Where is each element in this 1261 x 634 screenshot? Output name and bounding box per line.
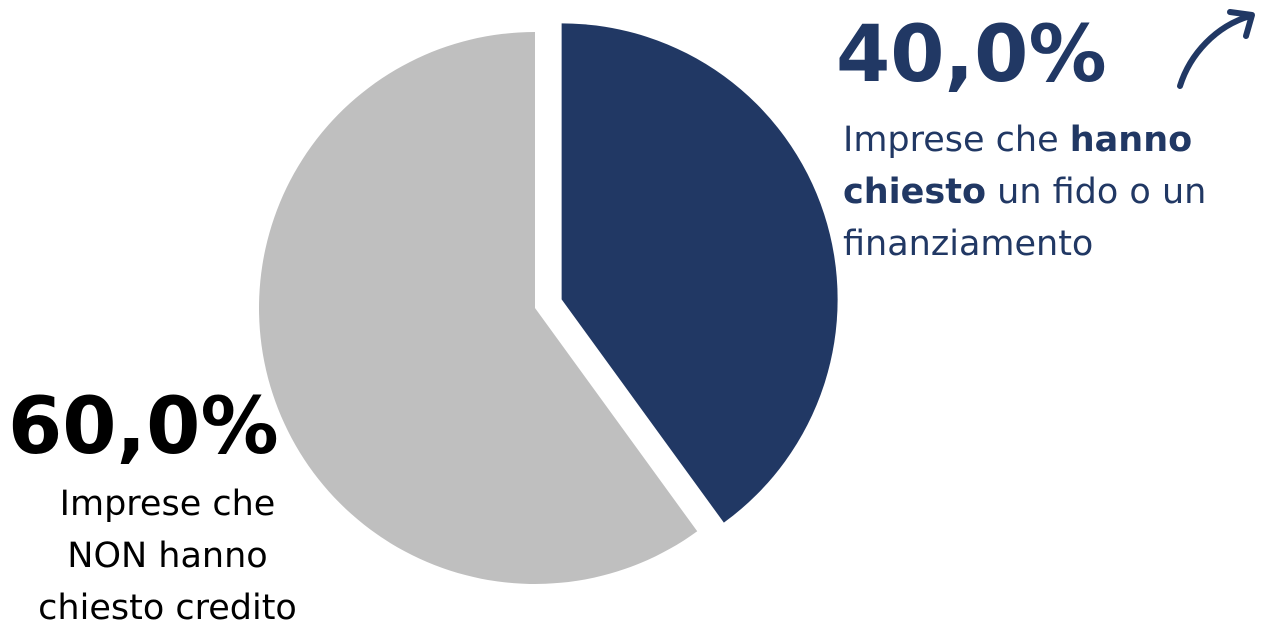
pie-slice-requested xyxy=(561,23,838,523)
description-not-requested-line: chiesto credito xyxy=(38,588,297,628)
description-requested: Imprese che hanno chiesto un fido o un fin… xyxy=(843,114,1253,270)
description-requested-line: Imprese che hanno xyxy=(843,114,1253,166)
pie-slices xyxy=(259,23,838,584)
pie-slice-not-requested xyxy=(259,32,698,584)
description-emphasis: chiesto xyxy=(843,172,987,212)
description-not-requested-line: NON hanno xyxy=(67,536,268,576)
description-text: Imprese che xyxy=(843,120,1070,160)
description-not-requested-line: Imprese che xyxy=(59,484,276,524)
description-text: finanziamento xyxy=(843,224,1094,264)
description-text: un fido o un xyxy=(986,172,1207,212)
trend-up-arrow-icon xyxy=(1177,9,1255,89)
description-not-requested: Imprese che NON hanno chiesto credito xyxy=(0,478,335,634)
value-label-requested: 40,0% xyxy=(836,10,1107,100)
description-requested-line: finanziamento xyxy=(843,218,1253,270)
description-emphasis: hanno xyxy=(1069,120,1193,160)
description-requested-line: chiesto un fido o un xyxy=(843,166,1253,218)
value-label-not-requested: 60,0% xyxy=(8,382,279,472)
